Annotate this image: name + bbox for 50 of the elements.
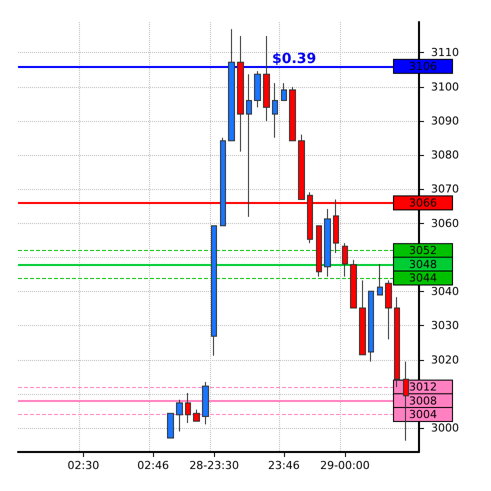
y-tick-label: 3110: [431, 46, 459, 60]
annotation: $0.39: [272, 51, 316, 67]
candlestick: [385, 280, 392, 340]
candlestick: [263, 35, 270, 122]
candlestick: [220, 137, 226, 226]
ref-line-label: 3048: [409, 258, 437, 271]
x-tick-label: 29-00:00: [320, 459, 370, 472]
candlestick: [394, 296, 400, 388]
y-tick-label: 3100: [431, 80, 459, 94]
candlestick: [289, 86, 296, 142]
candlestick: [176, 399, 183, 432]
y-tick-label: 3040: [431, 285, 459, 298]
candlestick: [167, 412, 174, 439]
candlestick: [254, 70, 261, 108]
candlestick: [272, 82, 278, 138]
candlestick: [350, 259, 357, 308]
y-tick-label: 3060: [431, 216, 459, 230]
y-tick-label: 3090: [431, 114, 459, 128]
ref-line-label: 3106: [409, 60, 437, 73]
candlestick: [403, 361, 409, 442]
candlestick: [324, 208, 331, 278]
candlestick: [281, 82, 287, 101]
x-tick-label: 02:46: [137, 459, 169, 472]
ref-line-label: 3044: [409, 271, 437, 284]
y-tick-label: 3000: [431, 422, 459, 435]
x-tick-label: 28-23:30: [189, 459, 239, 472]
ref-line-label: 3066: [409, 196, 437, 210]
ref-line-label: 3004: [409, 408, 437, 421]
candlestick: [246, 74, 252, 218]
candlestick: [228, 28, 235, 142]
y-tick-label: 3030: [431, 319, 459, 332]
candlestick: [185, 392, 191, 424]
y-tick-label: 3020: [431, 353, 459, 366]
ref-line-label: 3052: [409, 244, 437, 258]
candlestick: [193, 409, 200, 422]
candlestick: [237, 35, 244, 152]
candlestick: [316, 225, 322, 278]
ref-line-label: 3012: [409, 380, 437, 394]
x-tick-label: 02:30: [68, 459, 100, 472]
candlestick: [298, 134, 305, 200]
candlestick: [202, 382, 209, 425]
candlestick: [342, 242, 348, 278]
y-tick-label: 3070: [431, 182, 459, 196]
candlestick: [377, 263, 383, 296]
ref-line-label: 3008: [409, 394, 437, 408]
x-tick-label: 23:46: [268, 459, 300, 472]
candlestick: [211, 225, 217, 356]
candlestick: [368, 290, 374, 362]
y-tick-label: 3080: [431, 148, 459, 162]
candlestick: [359, 280, 366, 356]
